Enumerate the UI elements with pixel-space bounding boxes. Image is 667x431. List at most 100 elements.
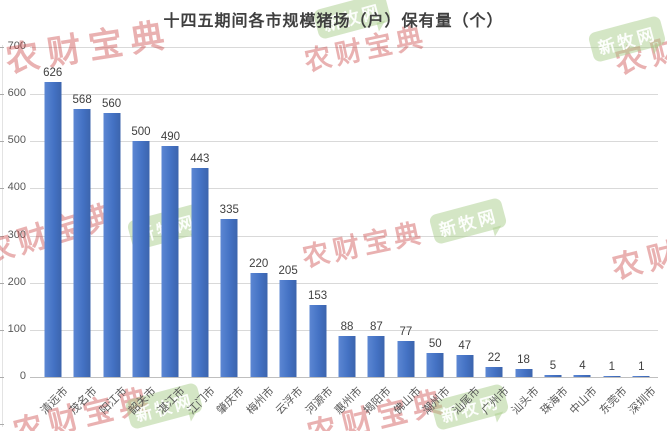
x-axis-label: 珠海市 xyxy=(538,385,571,417)
bar-value-label: 47 xyxy=(458,339,472,352)
bar-value-label: 1 xyxy=(608,361,616,373)
bar xyxy=(485,366,503,377)
category-slot: 50 潮州市 xyxy=(421,47,453,417)
bar-value-label: 153 xyxy=(307,289,328,302)
bar-value-label: 500 xyxy=(131,126,151,139)
gridline xyxy=(30,188,658,190)
axis-tick xyxy=(0,282,4,284)
bar-value-label: 87 xyxy=(370,321,383,333)
y-axis-label: 400 xyxy=(7,181,26,194)
stamp-tail xyxy=(494,411,506,423)
bar xyxy=(456,354,474,377)
bar-value-label: 443 xyxy=(190,153,210,166)
bar-value-label: 5 xyxy=(549,359,557,372)
gridline xyxy=(30,141,658,143)
axis-tick xyxy=(0,329,4,331)
bars-layer: 626 清远市 568 茂名市 560 阳江市 500 韶关市 490 湛江市 443 江门市 335 肇… xyxy=(38,47,659,417)
bar-value-label: 22 xyxy=(487,351,501,364)
bar xyxy=(220,219,238,377)
x-axis-label: 汕头市 xyxy=(509,385,542,417)
category-slot: 568 茂名市 xyxy=(67,47,100,417)
bar-value-label: 1 xyxy=(638,361,645,373)
gridline xyxy=(30,377,658,378)
bar xyxy=(309,304,327,377)
bar xyxy=(161,146,179,377)
category-slot: 77 佛山市 xyxy=(391,47,424,417)
bar-value-label: 560 xyxy=(101,98,122,110)
chart-title: 十四五期间各市规模猪场（户）保有量（个） xyxy=(163,13,504,30)
bar xyxy=(250,273,268,377)
x-axis-label: 中山市 xyxy=(568,385,601,417)
gridline xyxy=(30,282,658,284)
category-slot: 1 深圳市 xyxy=(627,47,659,417)
bar xyxy=(426,353,444,377)
category-slot: 220 梅州市 xyxy=(244,47,277,417)
category-slot: 4 中山市 xyxy=(568,47,600,417)
x-axis-label: 梅州市 xyxy=(244,385,277,417)
axis-tick xyxy=(0,377,4,378)
bar-value-label: 568 xyxy=(72,94,92,107)
bar-value-label: 88 xyxy=(340,320,354,333)
category-slot: 443 江门市 xyxy=(185,47,218,417)
y-axis-label: 700 xyxy=(7,40,26,52)
bar xyxy=(603,376,621,377)
bar xyxy=(103,113,121,377)
bar xyxy=(44,81,62,377)
x-axis-label: 东莞市 xyxy=(597,385,630,417)
category-slot: 205 云浮市 xyxy=(273,47,306,417)
gridline xyxy=(30,329,658,331)
bar xyxy=(515,368,533,377)
x-axis-label: 深圳市 xyxy=(627,385,659,417)
bar xyxy=(191,168,209,377)
category-slot: 490 湛江市 xyxy=(156,47,188,417)
axis-tick xyxy=(0,141,4,143)
category-slot: 500 韶关市 xyxy=(126,47,159,417)
category-slot: 335 肇庆市 xyxy=(215,47,247,417)
x-axis-label: 云浮市 xyxy=(273,385,306,417)
axis-tick xyxy=(0,188,4,190)
gridline xyxy=(30,47,658,48)
category-slot: 626 清远市 xyxy=(38,47,71,417)
y-axis-label: 200 xyxy=(7,275,26,288)
category-slot: 88 惠州市 xyxy=(332,47,365,417)
bar xyxy=(632,376,650,377)
category-slot: 153 河源市 xyxy=(303,47,335,417)
bar-value-label: 50 xyxy=(428,338,442,351)
y-axis-label: 600 xyxy=(7,87,26,100)
axis-tick xyxy=(0,94,4,96)
axis-tick xyxy=(0,47,4,48)
axis-tick xyxy=(0,424,4,426)
bar-value-label: 335 xyxy=(219,204,239,217)
bar-value-label: 77 xyxy=(399,325,413,338)
category-slot: 22 广州市 xyxy=(479,47,512,417)
bar-value-label: 490 xyxy=(160,131,180,143)
category-slot: 47 汕尾市 xyxy=(450,47,483,417)
bar xyxy=(279,280,297,377)
y-axis-label: 500 xyxy=(7,134,26,147)
bar xyxy=(73,109,91,377)
axis-tick xyxy=(0,235,4,237)
category-slot: 87 揭阳市 xyxy=(362,47,394,417)
y-axis-label: 100 xyxy=(7,322,26,335)
y-axis-label: 300 xyxy=(7,228,26,241)
gridline xyxy=(30,94,658,96)
category-slot: 18 汕头市 xyxy=(509,47,541,417)
bar-value-label: 626 xyxy=(43,66,63,79)
plot-area: 700 600 500 400 300 200 100 0 xyxy=(8,40,658,382)
bar-value-label: 205 xyxy=(278,265,298,278)
bar xyxy=(338,335,356,377)
category-slot: 560 阳江市 xyxy=(97,47,129,417)
category-slot: 5 珠海市 xyxy=(538,47,571,417)
x-axis-label: 肇庆市 xyxy=(215,385,247,417)
bar-value-label: 220 xyxy=(249,258,269,271)
y-axis-label: 0 xyxy=(19,370,26,382)
bar xyxy=(132,141,150,377)
bar xyxy=(367,336,385,377)
bar xyxy=(544,374,562,377)
bar xyxy=(397,340,415,377)
bar-value-label: 4 xyxy=(579,360,586,373)
bar-value-label: 18 xyxy=(517,353,530,366)
gridline xyxy=(30,235,658,237)
bar xyxy=(573,375,591,377)
